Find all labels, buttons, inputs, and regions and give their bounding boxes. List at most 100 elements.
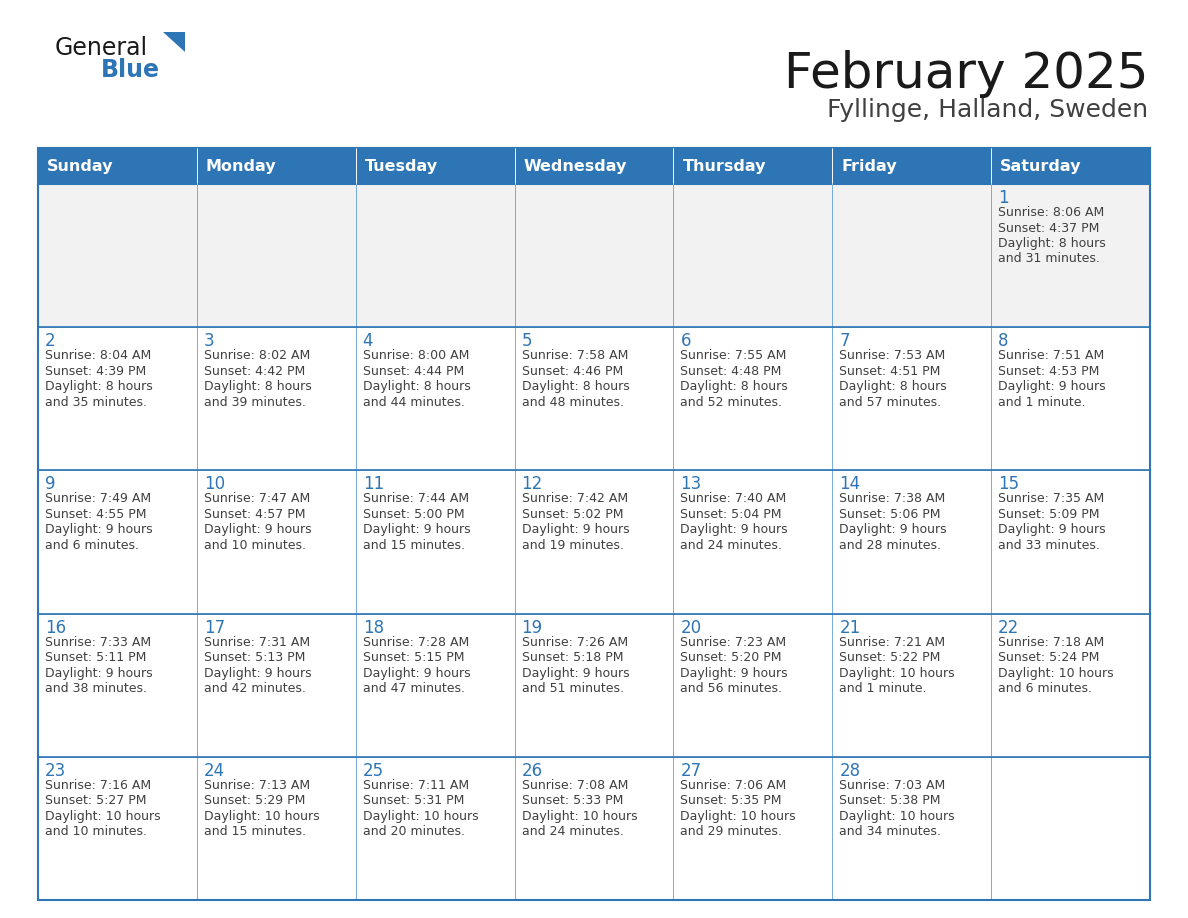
- Bar: [674, 184, 833, 327]
- Text: Sunset: 4:44 PM: Sunset: 4:44 PM: [362, 364, 465, 377]
- Text: 7: 7: [839, 332, 849, 350]
- Text: 2: 2: [45, 332, 56, 350]
- Bar: [514, 148, 674, 184]
- Text: Daylight: 9 hours: Daylight: 9 hours: [681, 666, 788, 679]
- Bar: [514, 470, 674, 613]
- Text: Sunset: 5:13 PM: Sunset: 5:13 PM: [204, 651, 305, 664]
- Text: Sunrise: 7:55 AM: Sunrise: 7:55 AM: [681, 349, 786, 363]
- Text: 17: 17: [204, 619, 225, 636]
- Text: Sunrise: 7:28 AM: Sunrise: 7:28 AM: [362, 635, 469, 649]
- Text: and 29 minutes.: and 29 minutes.: [681, 825, 783, 838]
- Text: General: General: [55, 36, 148, 60]
- Text: Sunset: 4:57 PM: Sunset: 4:57 PM: [204, 508, 305, 521]
- Text: and 44 minutes.: and 44 minutes.: [362, 396, 465, 409]
- Text: and 24 minutes.: and 24 minutes.: [681, 539, 783, 552]
- Text: Daylight: 8 hours: Daylight: 8 hours: [839, 380, 947, 393]
- Bar: [674, 148, 833, 184]
- Text: Daylight: 9 hours: Daylight: 9 hours: [45, 666, 152, 679]
- Text: Sunrise: 7:13 AM: Sunrise: 7:13 AM: [204, 778, 310, 792]
- Text: Sunrise: 7:33 AM: Sunrise: 7:33 AM: [45, 635, 151, 649]
- Text: Sunset: 4:42 PM: Sunset: 4:42 PM: [204, 364, 305, 377]
- Text: Daylight: 9 hours: Daylight: 9 hours: [998, 380, 1106, 393]
- Text: Tuesday: Tuesday: [365, 159, 438, 174]
- Text: 24: 24: [204, 762, 225, 779]
- Text: Monday: Monday: [206, 159, 277, 174]
- Text: Daylight: 9 hours: Daylight: 9 hours: [204, 523, 311, 536]
- Text: 9: 9: [45, 476, 56, 493]
- Text: Sunrise: 7:53 AM: Sunrise: 7:53 AM: [839, 349, 946, 363]
- Text: Sunset: 5:29 PM: Sunset: 5:29 PM: [204, 794, 305, 807]
- Text: Sunrise: 7:42 AM: Sunrise: 7:42 AM: [522, 492, 627, 506]
- Text: Daylight: 10 hours: Daylight: 10 hours: [681, 810, 796, 823]
- Text: and 52 minutes.: and 52 minutes.: [681, 396, 783, 409]
- Bar: [197, 470, 355, 613]
- Text: Sunrise: 8:06 AM: Sunrise: 8:06 AM: [998, 206, 1105, 219]
- Bar: [514, 613, 674, 756]
- Text: Sunset: 4:48 PM: Sunset: 4:48 PM: [681, 364, 782, 377]
- Text: Fyllinge, Halland, Sweden: Fyllinge, Halland, Sweden: [827, 98, 1148, 122]
- Text: and 24 minutes.: and 24 minutes.: [522, 825, 624, 838]
- Text: February 2025: February 2025: [784, 50, 1148, 98]
- Bar: [197, 148, 355, 184]
- Text: Sunrise: 7:58 AM: Sunrise: 7:58 AM: [522, 349, 628, 363]
- Text: 28: 28: [839, 762, 860, 779]
- Bar: [833, 470, 991, 613]
- Bar: [197, 327, 355, 470]
- Bar: [991, 184, 1150, 327]
- Text: 10: 10: [204, 476, 225, 493]
- Text: Sunrise: 7:08 AM: Sunrise: 7:08 AM: [522, 778, 628, 792]
- Text: Sunset: 4:37 PM: Sunset: 4:37 PM: [998, 221, 1100, 234]
- Text: Sunrise: 7:16 AM: Sunrise: 7:16 AM: [45, 778, 151, 792]
- Bar: [197, 613, 355, 756]
- Text: Sunset: 5:35 PM: Sunset: 5:35 PM: [681, 794, 782, 807]
- Text: and 47 minutes.: and 47 minutes.: [362, 682, 465, 695]
- Text: and 56 minutes.: and 56 minutes.: [681, 682, 783, 695]
- Text: Daylight: 9 hours: Daylight: 9 hours: [362, 666, 470, 679]
- Text: Daylight: 10 hours: Daylight: 10 hours: [839, 666, 955, 679]
- Text: Daylight: 9 hours: Daylight: 9 hours: [204, 666, 311, 679]
- Text: Sunday: Sunday: [48, 159, 114, 174]
- Text: 6: 6: [681, 332, 691, 350]
- Text: Daylight: 8 hours: Daylight: 8 hours: [362, 380, 470, 393]
- Bar: [38, 148, 1150, 900]
- Text: Daylight: 8 hours: Daylight: 8 hours: [45, 380, 153, 393]
- Text: 15: 15: [998, 476, 1019, 493]
- Text: and 10 minutes.: and 10 minutes.: [204, 539, 305, 552]
- Text: Wednesday: Wednesday: [524, 159, 627, 174]
- Bar: [355, 148, 514, 184]
- Bar: [38, 184, 197, 327]
- Text: Sunset: 5:31 PM: Sunset: 5:31 PM: [362, 794, 465, 807]
- Bar: [991, 613, 1150, 756]
- Text: Sunset: 5:24 PM: Sunset: 5:24 PM: [998, 651, 1100, 664]
- Bar: [833, 756, 991, 900]
- Text: Sunrise: 7:51 AM: Sunrise: 7:51 AM: [998, 349, 1105, 363]
- Text: Daylight: 8 hours: Daylight: 8 hours: [522, 380, 630, 393]
- Text: and 42 minutes.: and 42 minutes.: [204, 682, 305, 695]
- Text: and 15 minutes.: and 15 minutes.: [204, 825, 305, 838]
- Text: Sunset: 4:55 PM: Sunset: 4:55 PM: [45, 508, 146, 521]
- Text: Sunset: 5:09 PM: Sunset: 5:09 PM: [998, 508, 1100, 521]
- Bar: [674, 327, 833, 470]
- Text: Sunrise: 7:40 AM: Sunrise: 7:40 AM: [681, 492, 786, 506]
- Text: Friday: Friday: [841, 159, 897, 174]
- Bar: [197, 184, 355, 327]
- Polygon shape: [163, 32, 185, 52]
- Text: and 6 minutes.: and 6 minutes.: [998, 682, 1092, 695]
- Text: and 39 minutes.: and 39 minutes.: [204, 396, 305, 409]
- Text: Sunset: 4:39 PM: Sunset: 4:39 PM: [45, 364, 146, 377]
- Text: 20: 20: [681, 619, 702, 636]
- Text: Daylight: 10 hours: Daylight: 10 hours: [839, 810, 955, 823]
- Bar: [514, 756, 674, 900]
- Text: Daylight: 10 hours: Daylight: 10 hours: [522, 810, 637, 823]
- Text: Daylight: 8 hours: Daylight: 8 hours: [681, 380, 788, 393]
- Text: and 38 minutes.: and 38 minutes.: [45, 682, 147, 695]
- Text: 21: 21: [839, 619, 860, 636]
- Bar: [991, 148, 1150, 184]
- Text: 23: 23: [45, 762, 67, 779]
- Text: 16: 16: [45, 619, 67, 636]
- Bar: [833, 148, 991, 184]
- Text: Sunset: 4:53 PM: Sunset: 4:53 PM: [998, 364, 1100, 377]
- Text: Sunset: 5:27 PM: Sunset: 5:27 PM: [45, 794, 146, 807]
- Text: 4: 4: [362, 332, 373, 350]
- Bar: [514, 327, 674, 470]
